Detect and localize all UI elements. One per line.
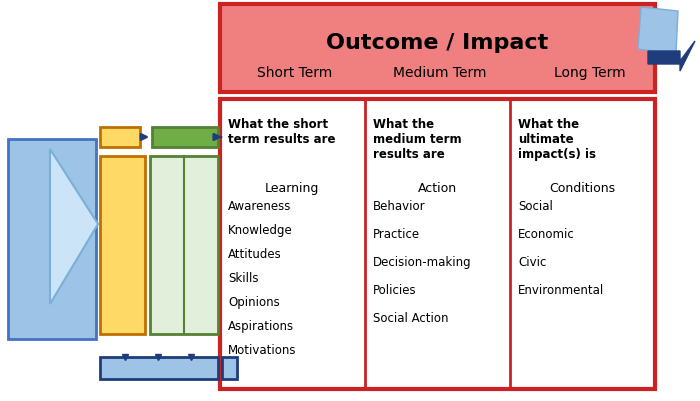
- Text: Conditions: Conditions: [549, 182, 615, 194]
- FancyBboxPatch shape: [100, 128, 140, 148]
- Text: Knowledge: Knowledge: [228, 223, 293, 237]
- Text: Social Action: Social Action: [373, 311, 449, 324]
- Text: Motivations: Motivations: [228, 343, 297, 356]
- Text: What the
medium term
results are: What the medium term results are: [373, 118, 461, 160]
- FancyBboxPatch shape: [220, 5, 655, 93]
- FancyBboxPatch shape: [152, 128, 218, 148]
- Text: Economic: Economic: [518, 227, 575, 241]
- Text: Behavior: Behavior: [373, 200, 426, 213]
- Text: Opinions: Opinions: [228, 295, 280, 308]
- Text: Medium Term: Medium Term: [393, 66, 486, 80]
- Text: Policies: Policies: [373, 283, 416, 296]
- Text: Attitudes: Attitudes: [228, 247, 281, 260]
- FancyBboxPatch shape: [150, 157, 218, 334]
- Polygon shape: [638, 8, 678, 55]
- Text: Awareness: Awareness: [228, 200, 291, 213]
- Text: Decision-making: Decision-making: [373, 255, 472, 268]
- Text: Short Term: Short Term: [258, 66, 332, 80]
- Text: Long Term: Long Term: [554, 66, 626, 80]
- Text: Learning: Learning: [265, 182, 319, 194]
- Text: Civic: Civic: [518, 255, 547, 268]
- Text: Environmental: Environmental: [518, 283, 604, 296]
- Text: What the
ultimate
impact(s) is: What the ultimate impact(s) is: [518, 118, 596, 160]
- Text: Action: Action: [417, 182, 456, 194]
- Polygon shape: [648, 42, 695, 72]
- FancyBboxPatch shape: [222, 357, 237, 379]
- FancyBboxPatch shape: [100, 157, 145, 334]
- Text: Practice: Practice: [373, 227, 420, 241]
- Text: Social: Social: [518, 200, 553, 213]
- FancyBboxPatch shape: [220, 100, 655, 389]
- Polygon shape: [50, 150, 98, 304]
- FancyBboxPatch shape: [100, 357, 218, 379]
- Text: Aspirations: Aspirations: [228, 319, 294, 332]
- Text: Skills: Skills: [228, 271, 258, 284]
- FancyBboxPatch shape: [8, 140, 96, 339]
- Text: What the short
term results are: What the short term results are: [228, 118, 335, 146]
- Text: Outcome / Impact: Outcome / Impact: [326, 33, 549, 53]
